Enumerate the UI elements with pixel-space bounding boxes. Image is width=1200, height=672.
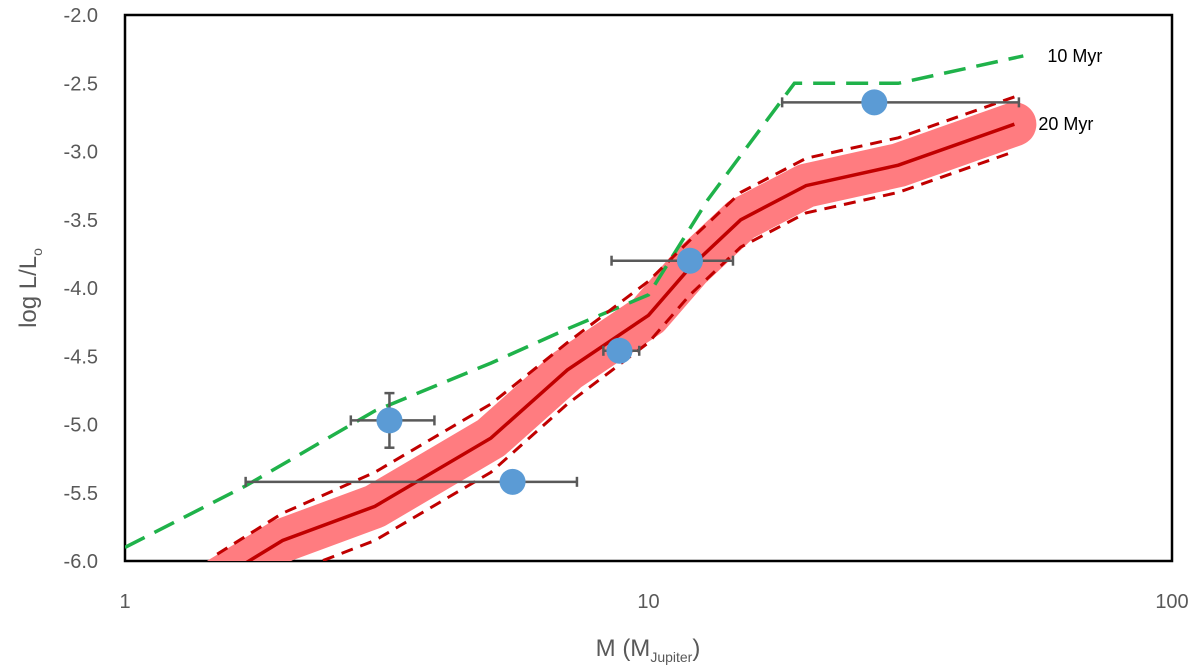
data-point	[376, 407, 403, 434]
x-tick-label: 10	[637, 591, 659, 613]
y-tick-label: -3.5	[64, 210, 98, 232]
y-tick-label: -2.5	[64, 73, 98, 95]
y-tick-label: -5.5	[64, 483, 98, 505]
x-tick-labels: 1 10 100	[119, 591, 1188, 613]
data-point	[499, 468, 526, 495]
series-label-10-myr: 10 Myr	[1047, 46, 1102, 66]
line-20myr-lower	[317, 150, 1015, 561]
data-points-layer	[376, 89, 888, 495]
data-point	[606, 337, 633, 364]
line-20myr	[245, 122, 1015, 561]
y-tick-label: -5.0	[64, 415, 98, 437]
x-tick-label: 1	[119, 591, 130, 613]
y-axis-title: log L/Lo	[15, 248, 45, 328]
y-tick-label: -2.0	[64, 5, 98, 27]
y-tick-label: -4.5	[64, 346, 98, 368]
y-tick-label: -4.0	[64, 278, 98, 300]
data-point	[861, 89, 888, 116]
series-label-20-myr: 20 Myr	[1038, 114, 1093, 134]
y-tick-label: -3.0	[64, 142, 98, 164]
line-10myr	[125, 54, 1024, 549]
y-tick-label: -6.0	[64, 551, 98, 573]
x-axis-title: M (MJupiter)	[596, 635, 701, 665]
x-tick-label: 100	[1155, 591, 1188, 613]
line-20myr-upper	[216, 95, 1015, 556]
data-point	[676, 247, 703, 274]
y-tick-labels: -2.0 -2.5 -3.0 -3.5 -4.0 -4.5 -5.0 -5.5 -6.0	[64, 5, 98, 573]
model-lines-layer	[125, 54, 1024, 561]
plot-frame	[123, 13, 1174, 563]
series-labels: 10 Myr 20 Myr	[1038, 46, 1102, 134]
